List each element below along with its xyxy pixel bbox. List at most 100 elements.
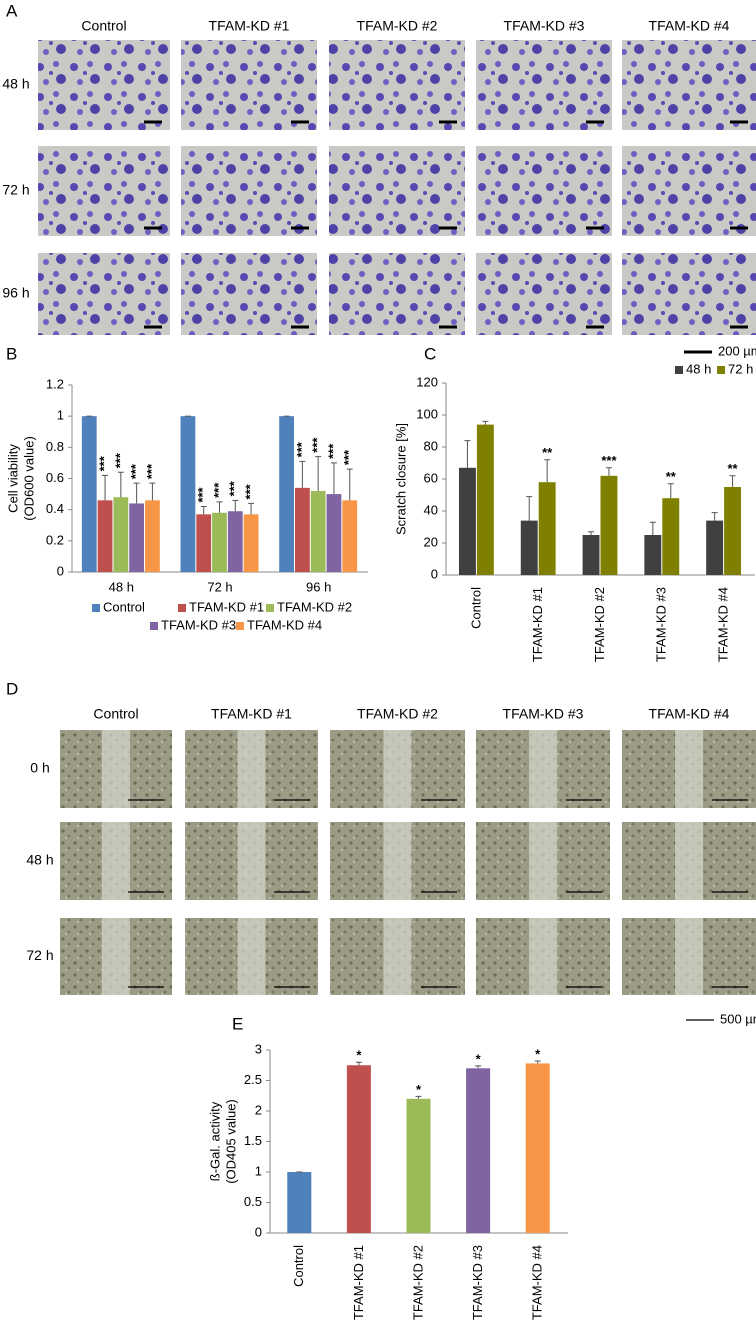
x-tick-label: TFAM-KD #4 (716, 587, 731, 662)
significance: * (416, 1082, 422, 1097)
scratch-gap (529, 918, 557, 995)
x-tick-label: TFAM-KD #2 (410, 1245, 425, 1320)
bar (81, 416, 97, 572)
y-tick-label: 40 (424, 502, 438, 517)
legend-swatch (717, 366, 725, 374)
column-header: Control (93, 706, 138, 722)
micrograph (476, 146, 612, 236)
error-bar (330, 462, 337, 495)
bar (724, 487, 742, 575)
bar (662, 498, 680, 575)
scratch-gap (102, 730, 130, 808)
column-header: TFAM-KD #1 (211, 706, 292, 722)
error-bar (605, 467, 612, 476)
micrograph (181, 146, 317, 236)
bar (113, 497, 129, 572)
error-bar (117, 471, 124, 498)
bar (129, 503, 145, 572)
panel-letter: B (6, 344, 17, 363)
bar (196, 514, 212, 572)
y-axis-label: (OD600 value) (21, 436, 36, 521)
significance: *** (96, 455, 111, 471)
significance: * (476, 1051, 482, 1066)
error-bar (200, 506, 207, 515)
error-bar (299, 460, 306, 488)
significance: *** (112, 452, 127, 468)
micrograph (329, 253, 465, 335)
bar (520, 520, 538, 575)
bar (582, 535, 600, 575)
legend-swatch (266, 604, 274, 612)
micrograph (38, 146, 170, 236)
error-bar (315, 456, 322, 491)
error-bar (149, 482, 156, 501)
error-bar (475, 1065, 482, 1069)
y-tick-label: 0 (57, 563, 64, 578)
bar (294, 487, 310, 572)
error-bar (232, 499, 239, 512)
micrograph (622, 146, 756, 236)
error-bar (482, 420, 489, 425)
micrograph (181, 253, 317, 335)
x-tick-label: 96 h (306, 579, 331, 594)
row-label: 72 h (2, 182, 29, 198)
error-bar (133, 482, 140, 504)
bar (466, 1068, 491, 1233)
y-tick-label: 3 (255, 1041, 262, 1056)
legend-label: 72 h (728, 361, 753, 376)
bar (600, 475, 618, 575)
error-bar (464, 440, 471, 468)
legend-swatch (675, 366, 683, 374)
significance: ** (542, 445, 553, 460)
micrograph (181, 40, 317, 130)
micrograph (622, 40, 756, 130)
y-tick-label: 2.5 (244, 1072, 262, 1087)
bar (279, 416, 294, 572)
x-tick-label: TFAM-KD #3 (654, 587, 669, 662)
y-tick-label: 1.2 (46, 376, 64, 391)
significance: *** (601, 453, 617, 468)
row-label: 72 h (26, 947, 53, 963)
legend-label: Control (103, 599, 145, 614)
y-tick-label: 1 (57, 408, 64, 423)
significance: *** (294, 441, 309, 457)
legend-swatch (150, 622, 158, 630)
x-tick-label: Control (291, 1245, 306, 1287)
legend-label: TFAM-KD #1 (189, 599, 264, 614)
scratch-gap (383, 918, 412, 995)
bar (310, 490, 326, 572)
error-bar (711, 512, 718, 521)
micrograph (476, 40, 612, 130)
panel-letter: D (6, 679, 18, 698)
significance: * (356, 1048, 362, 1063)
scratch-gap (675, 730, 703, 808)
error-bar (667, 483, 674, 499)
bar (287, 1172, 312, 1233)
bar (476, 424, 494, 575)
y-axis-label: ß-Gal. activity (207, 1101, 222, 1181)
panel-letter: C (424, 344, 436, 363)
legend-label: 48 h (686, 361, 711, 376)
x-tick-label: TFAM-KD #2 (592, 587, 607, 662)
scratch-gap (529, 822, 557, 900)
significance: *** (310, 437, 325, 453)
error-bar (649, 521, 656, 535)
scratch-gap (102, 918, 130, 995)
micrograph (476, 253, 612, 335)
micrograph (329, 40, 465, 130)
bar (180, 416, 196, 572)
x-tick-label: TFAM-KD #4 (530, 1245, 545, 1320)
column-header: TFAM-KD #4 (649, 706, 730, 722)
x-tick-label: TFAM-KD #3 (470, 1245, 485, 1320)
legend-swatch (236, 622, 244, 630)
bar (212, 512, 227, 572)
error-bar (346, 468, 353, 501)
micrograph (622, 253, 756, 335)
significance: *** (144, 463, 159, 479)
column-header: TFAM-KD #3 (504, 18, 585, 34)
scratch-gap (529, 730, 557, 808)
x-tick-label: 72 h (207, 579, 232, 594)
bar (406, 1098, 431, 1233)
